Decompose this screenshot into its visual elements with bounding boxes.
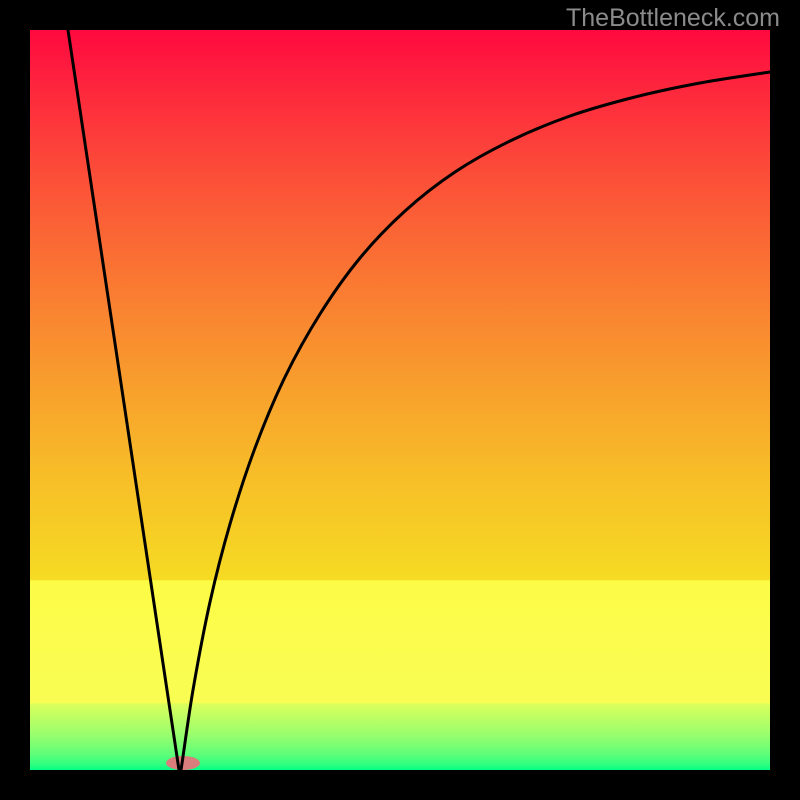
chart-container: TheBottleneck.com — [0, 0, 800, 800]
gradient-background — [30, 30, 770, 770]
chart-svg — [30, 30, 770, 770]
watermark-text: TheBottleneck.com — [566, 4, 780, 33]
plot-area — [30, 30, 770, 770]
